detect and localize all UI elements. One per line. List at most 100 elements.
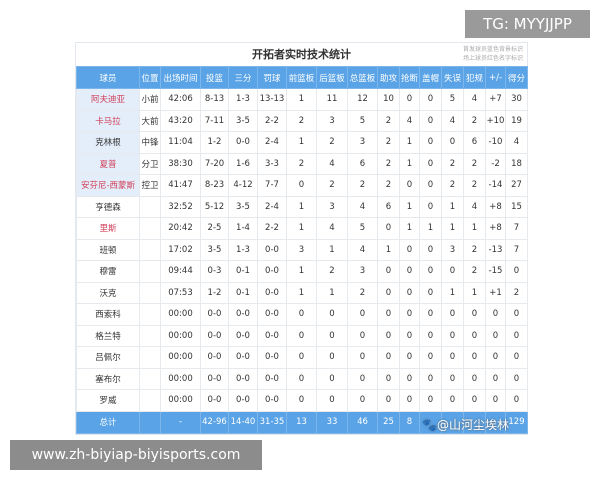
stat-cell: 7-20 <box>200 152 229 175</box>
stat-cell: 7 <box>505 217 528 240</box>
player-name: 里斯 <box>76 217 140 240</box>
stat-cell <box>139 389 161 412</box>
stat-cell: 0 <box>286 303 317 326</box>
player-row: 格兰特 00:00 0-0 0-0 0-0 0 0 0 0 0 0 0 0 0 0 <box>76 324 528 347</box>
stat-cell <box>139 303 161 326</box>
stat-cell: 0 <box>419 131 442 154</box>
stat-cell <box>463 410 486 434</box>
stats-panel: 开拓者实时技术统计 首发球员蓝色背景标识 场上球员红色名字标识 球员 位置 出场时间投… <box>75 42 528 435</box>
stat-cell: 0-0 <box>257 367 287 390</box>
stat-cell: 0 <box>485 324 506 347</box>
stat-cell: 0 <box>399 260 420 283</box>
stat-cell: 1-3 <box>228 88 258 111</box>
stat-cell: 0-0 <box>228 389 258 412</box>
stat-cell: 0 <box>505 303 528 326</box>
stat-cell: 18 <box>505 152 528 175</box>
stat-cell: 0 <box>286 174 317 197</box>
stat-cell: 15 <box>505 195 528 218</box>
stat-cell: 7-7 <box>257 174 287 197</box>
stat-cell: +1 <box>485 281 506 304</box>
stat-cell: 小前 <box>139 88 161 111</box>
stat-cell: 0 <box>419 346 442 369</box>
stat-cell: 大前 <box>139 109 161 132</box>
column-header: 失误 <box>441 66 464 89</box>
stat-cell: 0 <box>419 109 442 132</box>
stat-cell: 3 <box>347 131 378 154</box>
stat-cell: 1 <box>399 217 420 240</box>
title-text: 开拓者实时技术统计 <box>252 48 351 61</box>
stat-cell: -13 <box>485 238 506 261</box>
stat-cell: 1-6 <box>228 152 258 175</box>
stat-cell: 1 <box>316 238 348 261</box>
stat-cell: 6 <box>377 195 400 218</box>
stat-cell: 0-0 <box>257 324 287 347</box>
stat-cell: 2 <box>286 109 317 132</box>
stat-cell: 0 <box>399 88 420 111</box>
stat-cell: 0 <box>441 367 464 390</box>
stat-cell: 0 <box>505 324 528 347</box>
stat-cell: 00:00 <box>160 303 201 326</box>
stat-cell: 0 <box>485 303 506 326</box>
player-name: 沃克 <box>76 281 140 304</box>
stat-cell: 0 <box>399 389 420 412</box>
stat-cell: 0 <box>399 324 420 347</box>
player-name: 阿夫迪亚 <box>76 88 140 111</box>
url-label: www.zh-biyiap-biyisports.com <box>10 440 262 470</box>
stat-cell: 0 <box>419 152 442 175</box>
stat-cell: 129 <box>505 410 528 434</box>
stat-cell: 1 <box>399 131 420 154</box>
stat-cell: 2 <box>286 152 317 175</box>
player-row: 阿夫迪亚 小前 42:06 8-13 1-3 13-13 1 11 12 10 0 0 5 4 +7 30 <box>76 88 528 111</box>
stat-cell: 2-4 <box>257 131 287 154</box>
stat-cell: 0 <box>399 346 420 369</box>
stat-cell: 1 <box>463 281 486 304</box>
player-row: 克林根 中锋 11:04 1-2 0-0 2-4 1 2 3 2 1 0 0 6 -10 4 <box>76 131 528 154</box>
column-header: 盖帽 <box>419 66 442 89</box>
stat-cell: 0 <box>377 324 400 347</box>
stat-cell: 2 <box>441 152 464 175</box>
stat-cell: 3-3 <box>257 152 287 175</box>
stat-cell <box>485 410 506 434</box>
stat-cell: 0 <box>505 367 528 390</box>
stat-cell: 2 <box>316 131 348 154</box>
stat-cell: 0-0 <box>200 389 229 412</box>
stat-cell: 0 <box>316 324 348 347</box>
stat-cell: 12 <box>347 88 378 111</box>
stat-cell: 17:02 <box>160 238 201 261</box>
stat-cell: 0-0 <box>200 303 229 326</box>
stat-cell: 0-1 <box>228 260 258 283</box>
stat-cell: 42:06 <box>160 88 201 111</box>
stat-cell: 0-0 <box>200 367 229 390</box>
stat-cell: 0-3 <box>200 260 229 283</box>
player-row: 里斯 20:42 2-5 1-4 2-2 1 4 5 0 1 1 1 1 +8 7 <box>76 217 528 240</box>
stat-cell: 0 <box>347 324 378 347</box>
stat-cell <box>139 346 161 369</box>
stat-cell: 2 <box>505 281 528 304</box>
stat-cell: 8 <box>399 410 420 434</box>
stat-cell: 0 <box>399 238 420 261</box>
stat-cell: 0 <box>316 389 348 412</box>
stat-cell <box>139 367 161 390</box>
stat-cell: 4 <box>505 131 528 154</box>
stat-cell: 1 <box>286 88 317 111</box>
stat-cell: 38:30 <box>160 152 201 175</box>
stat-cell: 0 <box>399 303 420 326</box>
stat-cell: 0 <box>419 367 442 390</box>
stat-cell: 2 <box>441 174 464 197</box>
stat-cell: 2 <box>347 281 378 304</box>
stat-cell: 2 <box>377 131 400 154</box>
stat-cell: 2 <box>377 109 400 132</box>
stat-cell: 0-0 <box>200 346 229 369</box>
player-row: 吕佩尔 00:00 0-0 0-0 0-0 0 0 0 0 0 0 0 0 0 0 <box>76 346 528 369</box>
stat-cell: 2 <box>347 174 378 197</box>
stat-cell: 1 <box>286 217 317 240</box>
column-header: 总篮板 <box>347 66 378 89</box>
stat-cell: 13-13 <box>257 88 287 111</box>
stat-cell: 32:52 <box>160 195 201 218</box>
stat-cell: 0 <box>286 367 317 390</box>
stat-cell: 43:20 <box>160 109 201 132</box>
player-row: 班顿 17:02 3-5 1-3 0-0 3 1 4 1 0 0 3 2 -13 7 <box>76 238 528 261</box>
column-header: 罚球 <box>257 66 287 89</box>
stat-cell <box>139 281 161 304</box>
stat-cell <box>139 217 161 240</box>
